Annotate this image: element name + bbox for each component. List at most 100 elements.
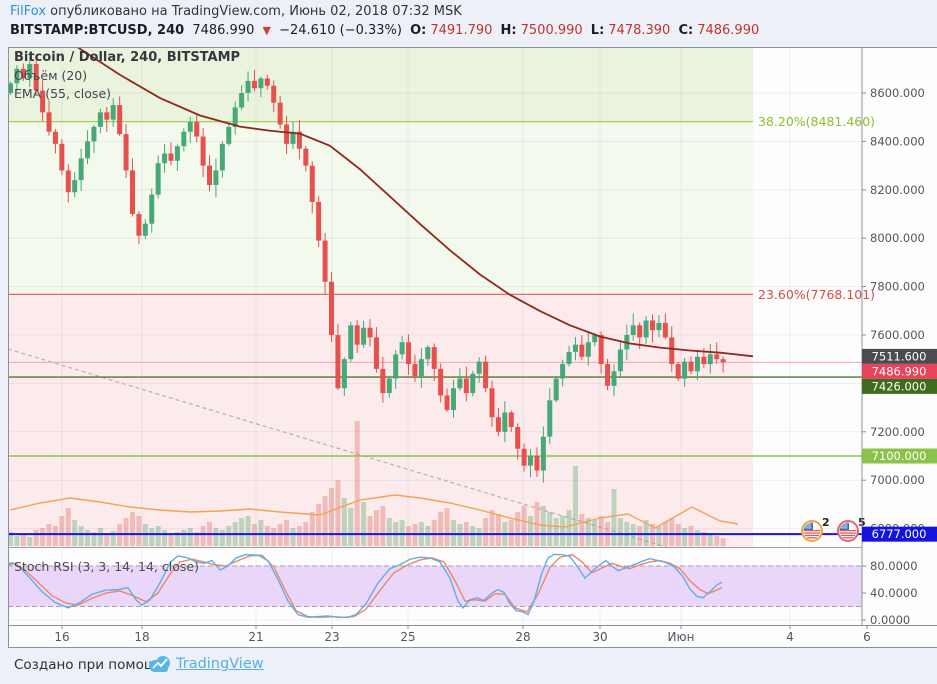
low-label: L: (590, 23, 605, 38)
stoch-k-line[interactable] (4, 553, 723, 619)
candle-body (508, 412, 514, 427)
time-tick-label: 16 (54, 630, 69, 644)
candle-body (682, 361, 688, 379)
candle-body (707, 354, 713, 365)
volume-bar (470, 526, 476, 546)
volume-bar (528, 516, 534, 546)
candle-body (585, 342, 591, 357)
candle-body (502, 412, 508, 432)
volume-bar (547, 512, 553, 546)
tradingview-link[interactable]: TradingView (176, 656, 264, 672)
candle-body (296, 131, 302, 149)
candle-body (495, 417, 501, 432)
created-with-text: Создано при помощи (14, 657, 166, 673)
volume-bar (585, 518, 591, 546)
price-badge-label: 7426.000 (872, 379, 927, 393)
price-badge-label: 7511.600 (872, 349, 927, 363)
candle-body (662, 322, 668, 338)
candle-body (78, 158, 84, 181)
volume-bar (239, 518, 245, 546)
candle-body (457, 378, 463, 389)
volume-bar (592, 520, 598, 546)
volume-bar (656, 526, 662, 546)
time-tick-label: 21 (248, 630, 263, 644)
volume-bar (78, 526, 84, 546)
volume-bar (669, 518, 675, 546)
volume-bar (91, 532, 97, 546)
volume-bar (110, 531, 116, 546)
candle-body (155, 163, 161, 195)
candle-body (675, 364, 681, 379)
time-tick-label: Июн (668, 630, 695, 644)
candle-body (637, 325, 643, 338)
volume-bar (694, 530, 700, 546)
candle-body (251, 80, 257, 89)
volume-bar (219, 530, 225, 546)
author-link[interactable]: FilFox (10, 4, 47, 19)
price-chart-canvas[interactable]: 38.20%(8481.460) 23.60%(7768.101) 25 Stoch … (4, 46, 937, 648)
candle-body (373, 337, 379, 369)
volume-bar (476, 528, 482, 546)
candle-body (33, 63, 39, 91)
candle-body (579, 344, 585, 357)
candle-body (85, 141, 91, 159)
candle-body (322, 240, 328, 282)
candle-body (226, 126, 232, 144)
candle-body (59, 143, 65, 171)
volume-bar (149, 528, 155, 546)
candle-body (117, 105, 123, 135)
candle-body (181, 131, 187, 147)
candle-body (91, 126, 97, 142)
volume-bar (136, 516, 142, 546)
candle-body (643, 320, 649, 338)
volume-bar (335, 480, 341, 546)
candle-body (245, 80, 251, 93)
price-tick-label: 8000.000 (870, 231, 925, 245)
candle-body (187, 122, 193, 132)
volume-bar (540, 506, 546, 546)
volume-bar (431, 520, 437, 546)
candle-body (431, 347, 437, 369)
candle-body (380, 368, 386, 394)
volume-bar (194, 532, 200, 546)
candle-body (97, 112, 103, 127)
candle-body (470, 373, 476, 394)
volume-bar (643, 520, 649, 546)
stoch-legend-label: Stoch RSI (3, 3, 14, 14, close) (14, 559, 199, 574)
candle-body (200, 136, 206, 166)
volume-bar (406, 526, 412, 546)
symbol-name: BITSTAMP:BTCUSD, 240 (10, 23, 185, 38)
candle-body (335, 335, 341, 389)
volume-bar (598, 516, 604, 546)
attribution-text: опубликовано на TradingView.com, Июнь 02… (46, 4, 462, 19)
trendline-dashed[interactable] (7, 348, 667, 548)
volume-bar (174, 532, 180, 546)
candle-body (367, 327, 373, 338)
candle-body (553, 378, 559, 401)
price-tick-label: 8400.000 (870, 134, 925, 148)
stoch-d-line[interactable] (4, 553, 723, 619)
volume-bar (8, 532, 13, 546)
price-badge-label: 7486.990 (872, 364, 927, 378)
candle-body (341, 359, 347, 389)
candle-body (438, 368, 444, 396)
volume-bar (354, 421, 360, 546)
volume-bar (181, 530, 187, 546)
candle-body (194, 122, 200, 137)
volume-bar (168, 534, 174, 546)
candle-body (656, 322, 662, 331)
volume-bar (187, 528, 193, 546)
price-badge (862, 378, 937, 394)
volume-bar (97, 528, 103, 546)
volume-bar (438, 512, 444, 546)
price-tick-label: 7000.000 (870, 473, 925, 487)
chart-area[interactable]: 38.20%(8481.460) 23.60%(7768.101) 25 Stoch … (4, 46, 937, 648)
price-badge (862, 526, 937, 542)
ema-line[interactable] (77, 46, 754, 358)
stoch-tick-label: 40.0000 (870, 586, 918, 600)
volume-bar (316, 504, 322, 546)
candle-body (168, 153, 174, 161)
event-marker[interactable]: 2 (801, 516, 830, 542)
volume-bar (226, 526, 232, 546)
attribution-line: FilFox опубликовано на TradingView.com, … (10, 4, 462, 19)
